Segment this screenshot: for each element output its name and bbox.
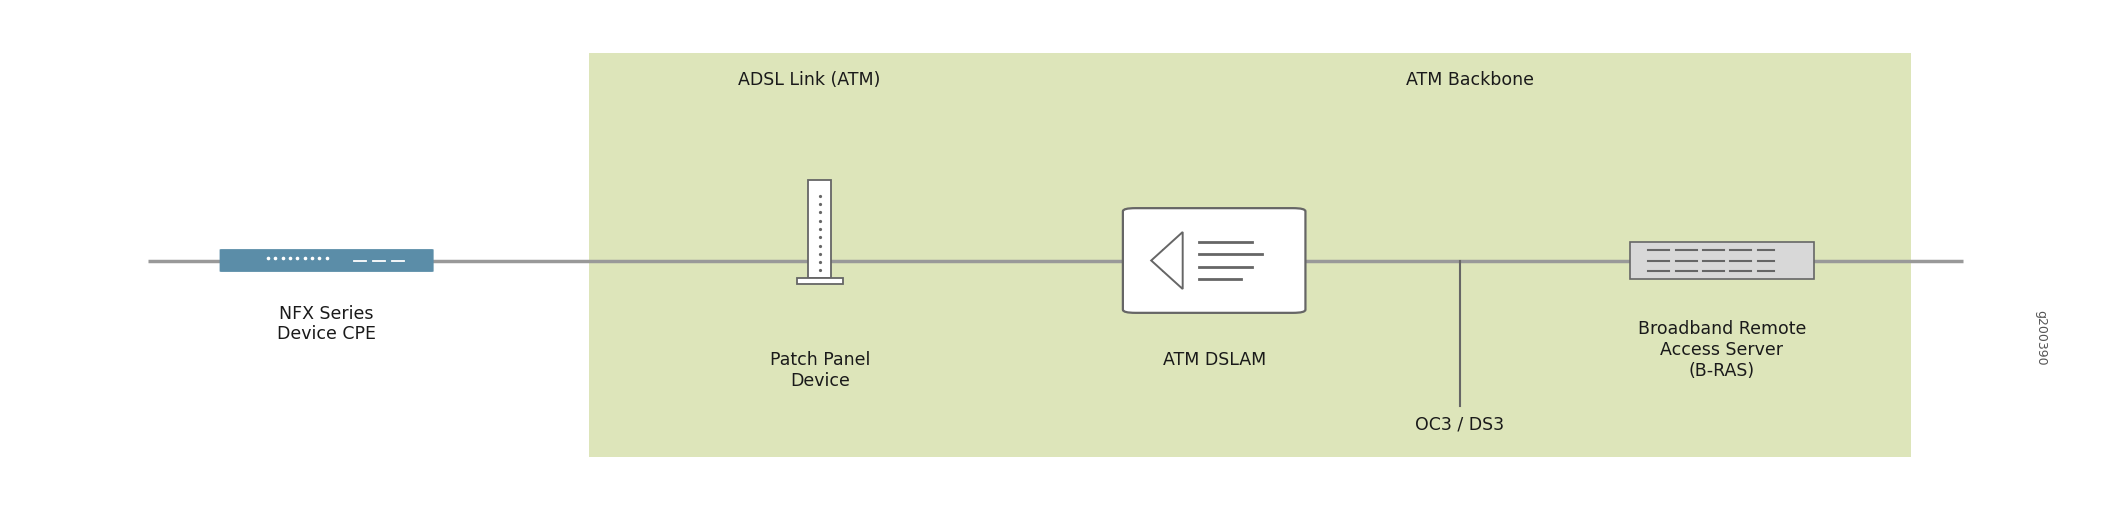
Text: NFX Series
Device CPE: NFX Series Device CPE <box>277 305 376 343</box>
Bar <box>1630 242 1815 279</box>
Bar <box>809 180 832 278</box>
FancyBboxPatch shape <box>221 249 433 272</box>
Bar <box>1162 249 1183 272</box>
Text: Patch Panel
Device: Patch Panel Device <box>769 351 870 390</box>
Text: OC3 / DS3: OC3 / DS3 <box>1416 416 1504 434</box>
Text: ATM Backbone: ATM Backbone <box>1406 71 1534 89</box>
Bar <box>796 278 843 284</box>
Bar <box>588 53 1313 457</box>
FancyBboxPatch shape <box>1122 208 1305 313</box>
Text: g200390: g200390 <box>2034 311 2046 366</box>
Text: ADSL Link (ATM): ADSL Link (ATM) <box>737 71 880 89</box>
Text: Broadband Remote
Access Server
(B-RAS): Broadband Remote Access Server (B-RAS) <box>1639 320 1807 380</box>
Polygon shape <box>1158 239 1183 282</box>
Text: ATM DSLAM: ATM DSLAM <box>1162 351 1265 369</box>
Polygon shape <box>1151 232 1183 289</box>
Bar <box>1250 53 1910 457</box>
